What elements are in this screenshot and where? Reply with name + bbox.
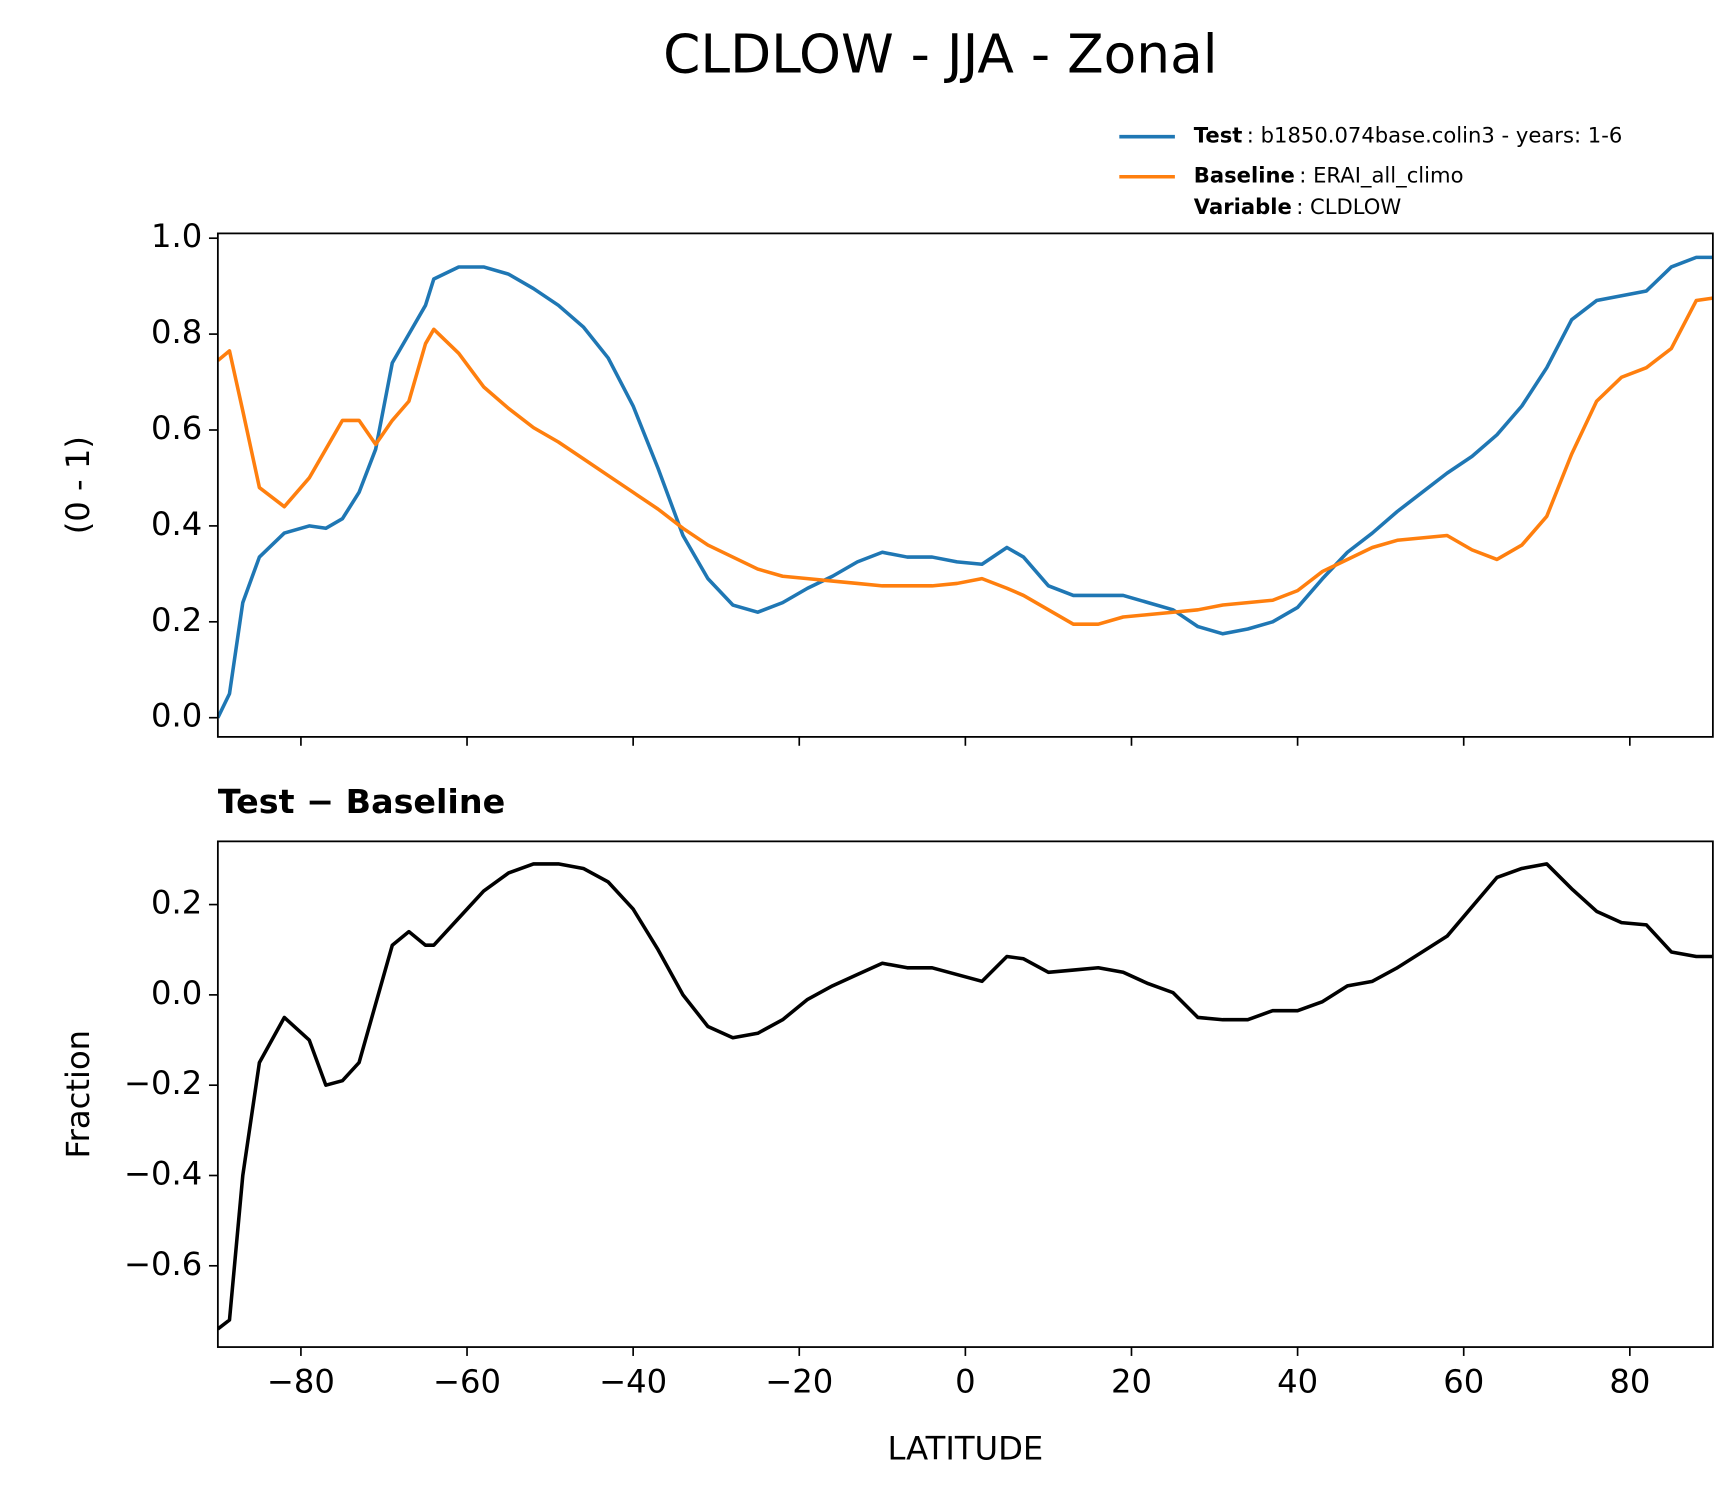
x-tick-label: −60 (433, 1363, 501, 1401)
figure-title: CLDLOW - JJA - Zonal (663, 22, 1217, 85)
x-tick-label: 60 (1443, 1363, 1484, 1401)
x-tick-label: −80 (267, 1363, 335, 1401)
data-line (217, 862, 1713, 1331)
y-tick-label: −0.6 (124, 1245, 202, 1283)
x-tick-label: 80 (1609, 1363, 1650, 1401)
legend-entry: Baseline: ERAI_all_climo (1194, 163, 1464, 189)
legend-description: : ERAI_all_climo (1299, 163, 1463, 189)
axes-frame (216, 232, 1714, 738)
legend-entry: Test: b1850.074base.colin3 - years: 1-6 (1194, 123, 1623, 148)
x-tick-label: −20 (765, 1363, 833, 1401)
x-tick-label: 40 (1277, 1363, 1318, 1401)
y-tick-label: −0.4 (124, 1154, 202, 1192)
legend-name: Test (1194, 123, 1243, 148)
y-tick-label: −0.2 (124, 1064, 202, 1102)
legend-name: Baseline (1194, 163, 1295, 188)
y-tick-label: 0.0 (151, 974, 202, 1012)
y-tick-label: 0.2 (151, 601, 202, 639)
y-tick-label: 0.6 (151, 409, 202, 447)
y-tick-label: 0.4 (151, 505, 202, 543)
legend-description: : b1850.074base.colin3 - years: 1-6 (1247, 123, 1622, 148)
y-tick-label: 0.2 (151, 884, 202, 922)
x-tick-label: −40 (599, 1363, 667, 1401)
x-tick-label: 0 (955, 1363, 976, 1401)
data-line (217, 255, 1713, 719)
y-axis-label: (0 - 1) (59, 436, 97, 534)
legend-entry: Variable: CLDLOW (1194, 194, 1402, 219)
x-tick-label: 20 (1111, 1363, 1152, 1401)
legend-name: Variable (1194, 194, 1292, 219)
axes-title: Test − Baseline (218, 782, 505, 821)
y-tick-label: 0.0 (151, 697, 202, 735)
x-axis-label: LATITUDE (887, 1429, 1043, 1467)
axes-frame (216, 840, 1714, 1348)
legend-description: : CLDLOW (1296, 194, 1401, 219)
y-tick-label: 0.8 (151, 313, 202, 351)
y-tick-label: 1.0 (151, 217, 202, 255)
y-axis-label: Fraction (59, 1030, 97, 1159)
data-line (217, 296, 1713, 626)
